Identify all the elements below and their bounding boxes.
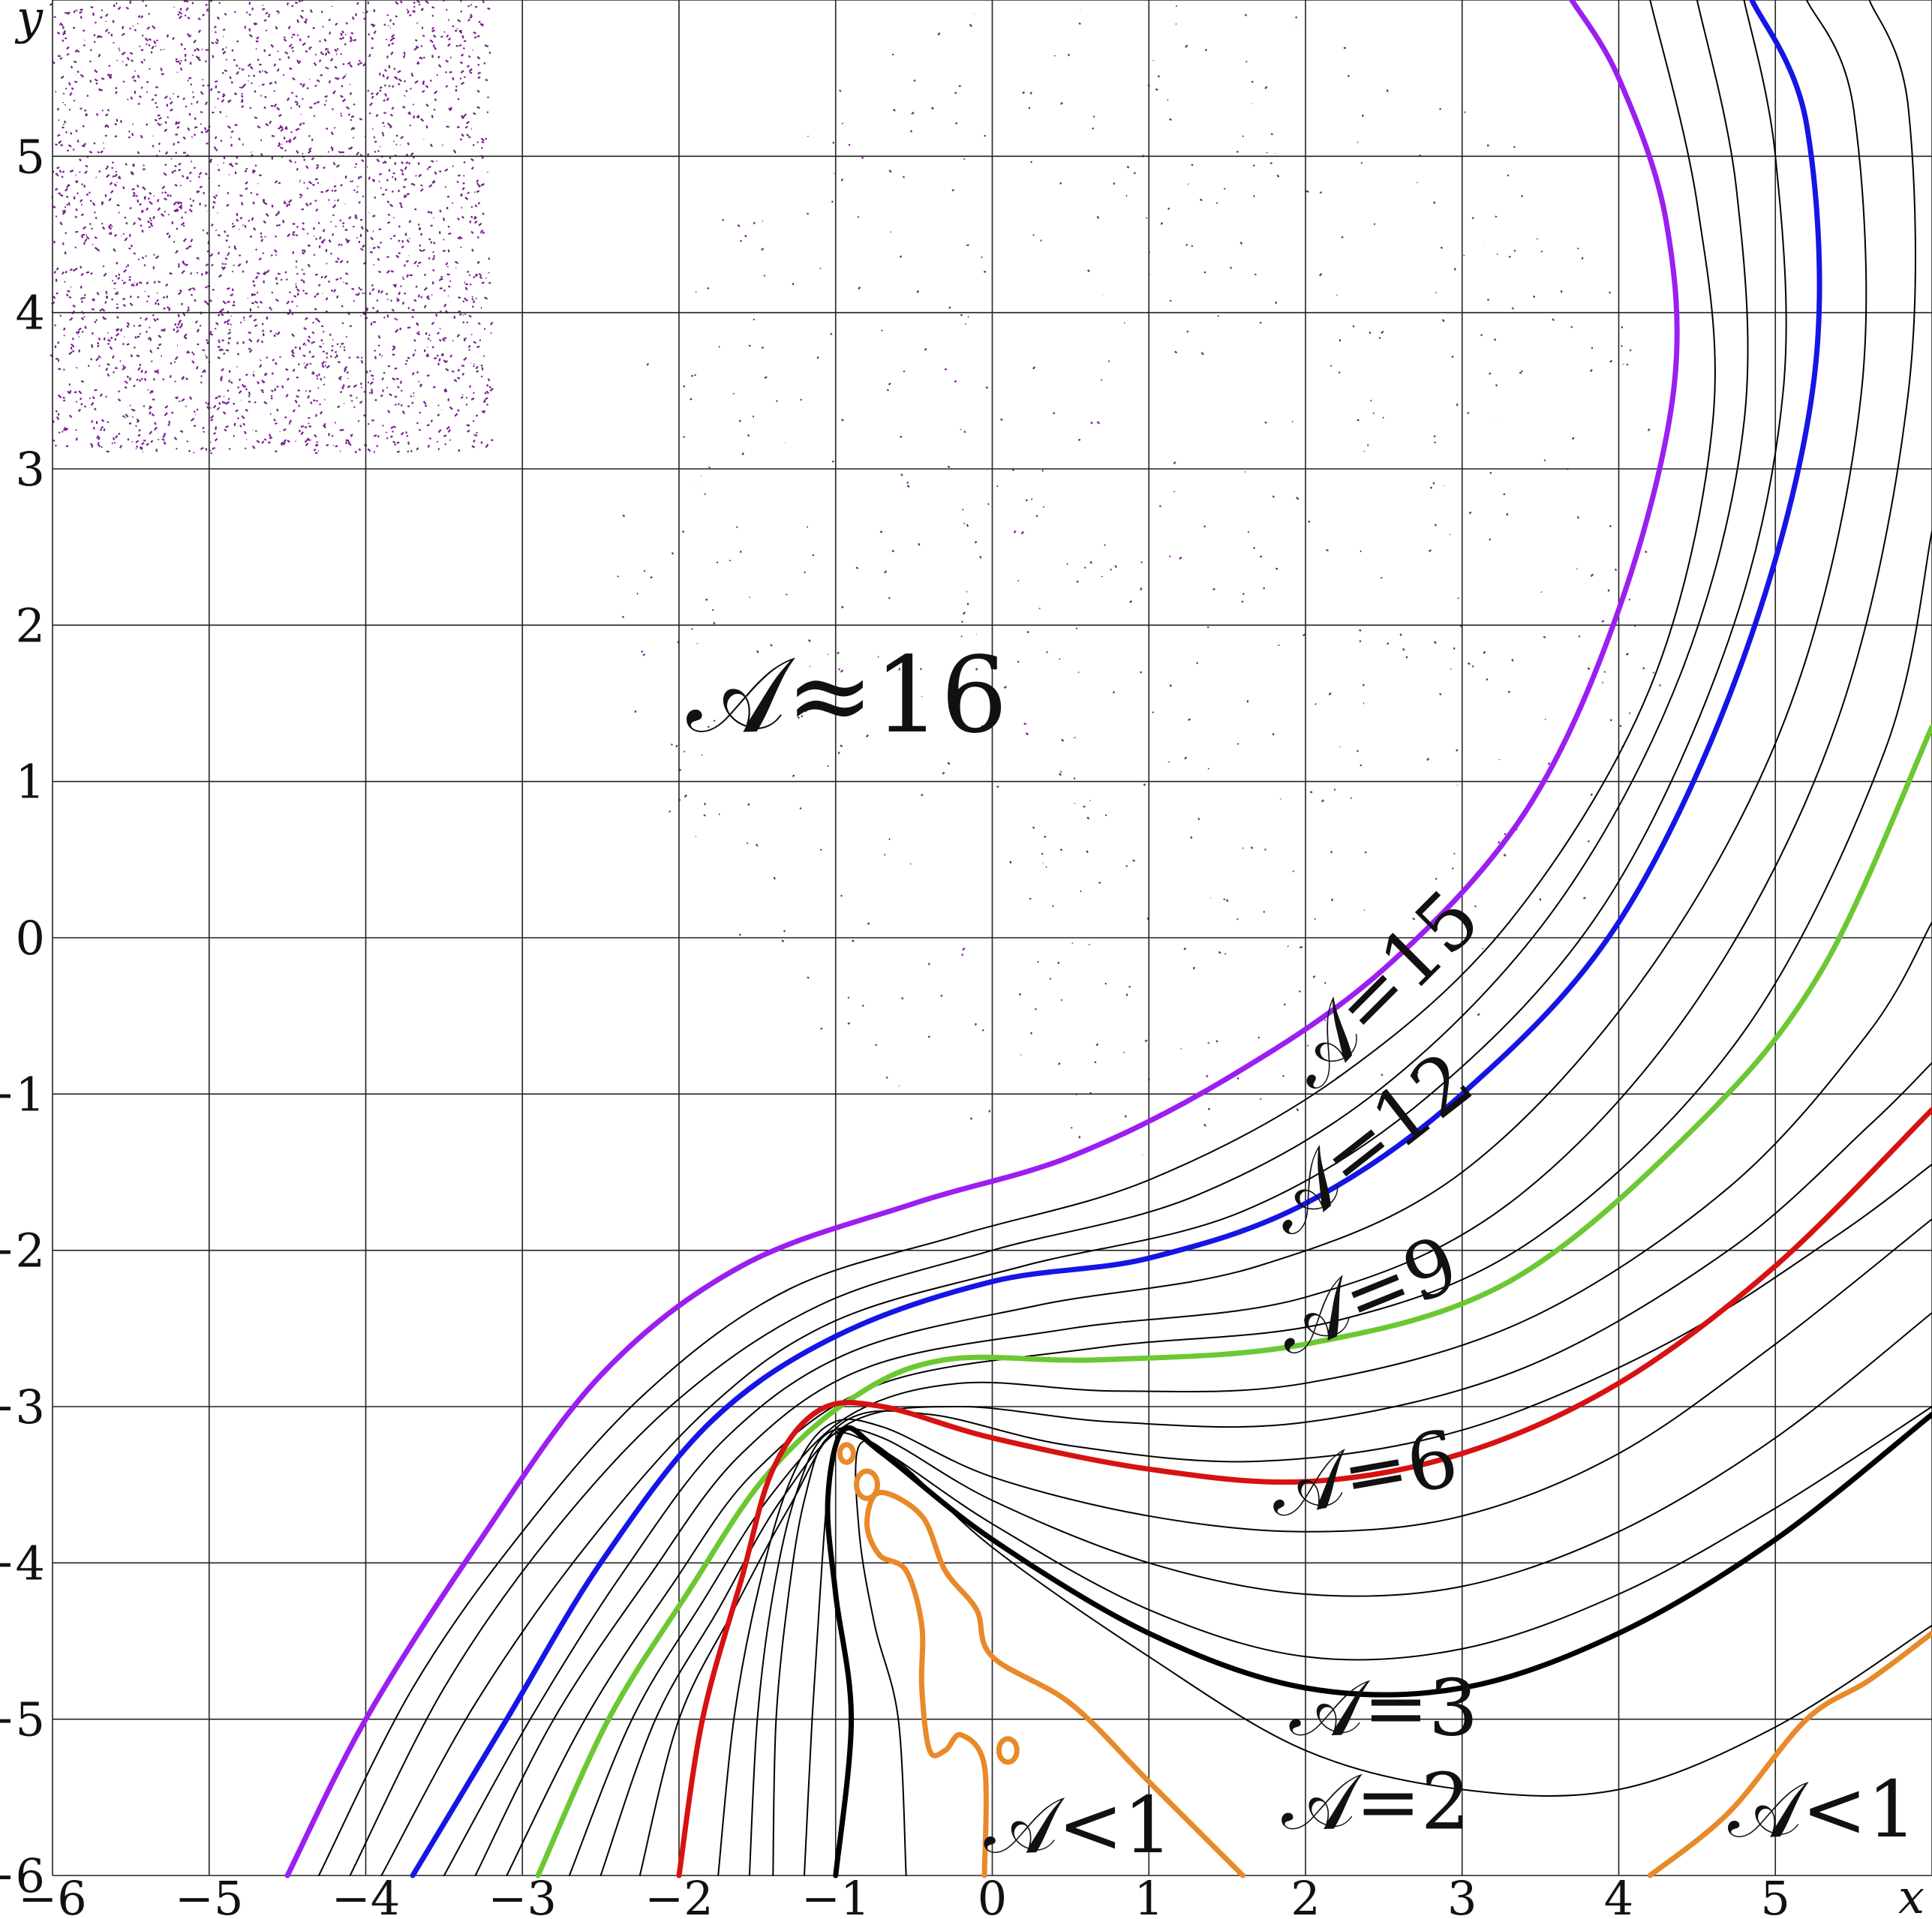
x-tick-label: 1 xyxy=(1134,1871,1164,1919)
y-tick-label: −6 xyxy=(0,1848,45,1903)
contour-annotation-4: 𝒜=3 xyxy=(1290,1662,1479,1754)
x-tick-label: −3 xyxy=(488,1871,557,1919)
contour-line-0 xyxy=(284,0,1680,1878)
y-tick-label: 3 xyxy=(16,442,45,497)
orange-blob-0 xyxy=(837,1442,856,1465)
y-tick-label: 5 xyxy=(16,129,45,184)
contour-line-9 xyxy=(568,921,1932,1876)
y-tick-label: 4 xyxy=(16,286,45,341)
contour-line-2 xyxy=(349,0,1749,1876)
x-tick-label: 4 xyxy=(1604,1871,1633,1919)
x-tick-label: −4 xyxy=(332,1871,400,1919)
contour-line-16 xyxy=(825,1411,1932,1878)
x-tick-label: −6 xyxy=(18,1871,86,1919)
contour-line-5 xyxy=(443,0,1867,1876)
contour-annotation-6: 𝒜<1 xyxy=(984,1779,1173,1871)
contour-annotations: 𝒜=15𝒜=12𝒜=9𝒜=6𝒜=3𝒜=2𝒜<1 𝒜<1 xyxy=(984,872,1916,1871)
contour-annotation-5: 𝒜=2 xyxy=(1281,1756,1471,1848)
contour-line-4 xyxy=(410,0,1822,1878)
contour-line-15 xyxy=(772,1406,1932,1876)
contour-line-20 xyxy=(1647,1630,1932,1878)
x-tick-label: 2 xyxy=(1291,1871,1320,1919)
tick-labels: −6 −5 −4 −3 −2 −1 0 1 2 3 4 5 −6 −5 −4 −3 −2 −1 0 1 2 3 4 5 xyxy=(0,129,1790,1919)
x-tick-label: −5 xyxy=(175,1871,243,1919)
y-tick-label: −3 xyxy=(0,1380,45,1434)
contour-line-6 xyxy=(474,0,1916,1876)
grid-lines xyxy=(52,0,1932,1876)
noise-speckles xyxy=(49,0,1661,1155)
y-axis-label: y xyxy=(14,0,44,45)
contour-line-17 xyxy=(804,1434,840,1876)
y-tick-label: −5 xyxy=(0,1692,45,1747)
contour-line-8 xyxy=(535,724,1932,1878)
x-tick-label: 5 xyxy=(1761,1871,1790,1919)
y-tick-label: 1 xyxy=(16,755,45,809)
contour-annotation-3: 𝒜=6 xyxy=(1263,1413,1465,1536)
x-tick-label: 0 xyxy=(978,1871,1007,1919)
region-label: 𝒜≈16 xyxy=(687,635,1008,757)
contour-line-10 xyxy=(599,1062,1932,1876)
y-tick-label: −1 xyxy=(0,1067,45,1122)
x-tick-label: −2 xyxy=(645,1871,713,1919)
y-tick-label: −2 xyxy=(0,1224,45,1278)
contour-line-3 xyxy=(380,0,1787,1876)
x-axis-label: x xyxy=(1898,1869,1924,1919)
noise-scatter-layer xyxy=(49,0,1661,1155)
contour-line-12 xyxy=(676,1107,1932,1878)
contour-line-7 xyxy=(506,530,1932,1876)
y-tick-label: 2 xyxy=(16,598,45,653)
contour-line-13 xyxy=(717,1218,1932,1876)
y-tick-label: −4 xyxy=(0,1536,45,1590)
contour-lines xyxy=(284,0,1932,1878)
x-tick-label: −1 xyxy=(801,1871,870,1919)
contour-line-14 xyxy=(748,1312,1932,1876)
orange-blob-1 xyxy=(854,1468,880,1501)
x-tick-label: 3 xyxy=(1447,1871,1477,1919)
contour-line-1 xyxy=(317,0,1716,1876)
contour-line-19 xyxy=(864,1490,1245,1878)
orange-blob-2 xyxy=(996,1736,1020,1765)
contour-annotation-7: 𝒜<1 xyxy=(1728,1764,1917,1855)
y-tick-label: 0 xyxy=(16,911,45,966)
contour-line-18 xyxy=(855,1440,1932,1876)
